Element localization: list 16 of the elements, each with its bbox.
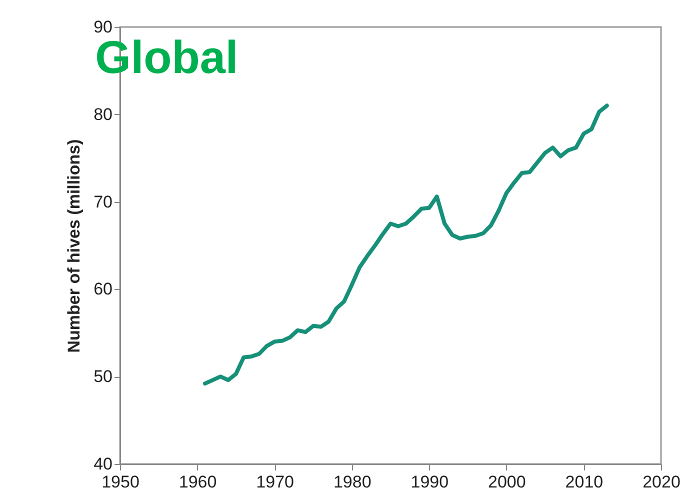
x-tick-label: 1990 xyxy=(410,472,449,492)
line-series xyxy=(203,104,609,386)
x-tick-label: 1950 xyxy=(102,472,140,492)
y-tick-label: 70 xyxy=(94,192,112,212)
x-tick-label: 2010 xyxy=(565,472,604,492)
x-tick-label: 1960 xyxy=(178,472,217,492)
y-axis-title: Number of hives (millions) xyxy=(64,139,84,353)
y-tick-label: 80 xyxy=(94,104,112,124)
y-tick-label: 60 xyxy=(94,280,112,299)
y-tick-label: 50 xyxy=(94,367,112,386)
x-tick-label: 2000 xyxy=(488,472,526,492)
x-tick-label: 2020 xyxy=(642,472,680,492)
x-tick-label: 1970 xyxy=(256,472,294,492)
x-tick-label: 1980 xyxy=(333,472,372,492)
y-tick-label: 40 xyxy=(94,454,112,474)
y-tick-label: 90 xyxy=(94,18,112,36)
